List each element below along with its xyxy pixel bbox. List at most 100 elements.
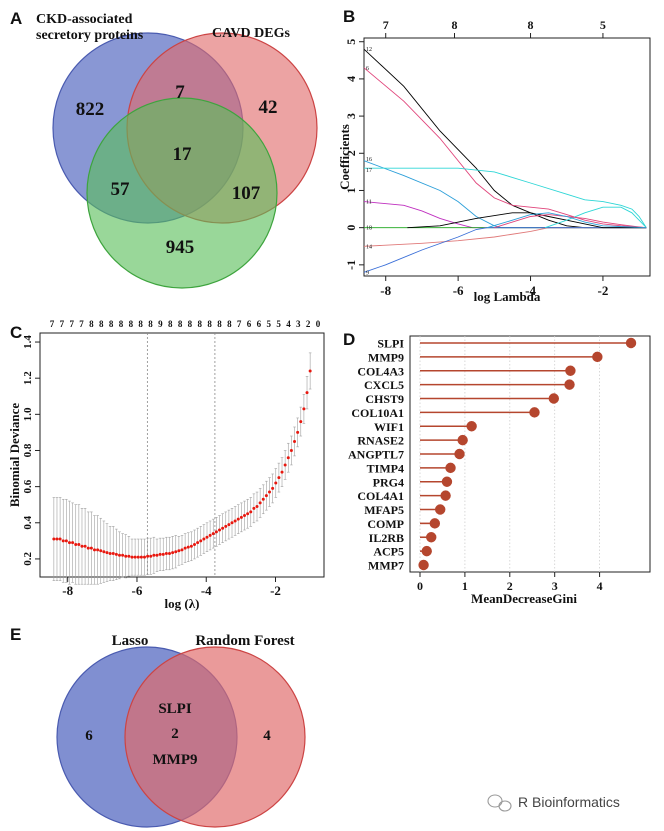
plot-d-dot-COL4A1 xyxy=(440,490,451,501)
plot-c-top-label: 8 xyxy=(188,319,193,329)
plot-c-top-label: 9 xyxy=(158,319,163,329)
plot-c-point xyxy=(289,448,293,452)
plot-d-dot-MMP9 xyxy=(592,351,603,363)
plot-c-point xyxy=(227,523,231,527)
plot-c-point xyxy=(89,546,93,550)
plot-c-point xyxy=(80,544,84,548)
plot-b-x-tick-label: -8 xyxy=(380,283,391,298)
plot-c-x-tick-label: -2 xyxy=(270,583,281,598)
plot-c-point xyxy=(67,541,71,545)
plot-c-point xyxy=(274,481,278,485)
plot-c-top-label: 8 xyxy=(99,319,104,329)
plot-b-y-tick-label: 1 xyxy=(344,187,358,193)
plot-d-category-label: COL10A1 xyxy=(351,406,404,420)
plot-b-series-9 xyxy=(363,227,647,273)
plot-d-dot-CXCL5 xyxy=(564,379,575,390)
plot-c-points xyxy=(52,352,312,585)
plot-d-category-label: MMP9 xyxy=(368,350,404,364)
plot-c-point xyxy=(164,552,168,556)
plot-c-top-label: 8 xyxy=(217,319,222,329)
plot-c-point xyxy=(305,391,309,395)
plot-d-dot-COL4A3 xyxy=(565,365,576,376)
plot-c-top-label: 7 xyxy=(50,319,55,329)
plot-c-point xyxy=(158,552,162,556)
plot-c-y-tick-label: 1.0 xyxy=(22,407,34,421)
plot-b-top-axis: 7 8 8 5 xyxy=(383,18,606,38)
venn-a: CKD-associated secretory proteins CAVD D… xyxy=(36,12,318,289)
venn-a-count-ckd-degs: 7 xyxy=(175,82,185,103)
plot-c-point xyxy=(286,456,290,460)
plot-d-category-label: COMP xyxy=(367,517,404,531)
plot-c-top-label: 8 xyxy=(89,319,94,329)
plot-c-point xyxy=(280,470,284,474)
plot-c-point xyxy=(277,476,281,480)
plot-c-point xyxy=(271,486,275,490)
plot-c-point xyxy=(236,517,240,521)
plot-c-point xyxy=(218,528,222,532)
plot-d-category-label: COL4A3 xyxy=(357,364,404,378)
plot-d-x-tick-label: 2 xyxy=(507,579,513,593)
plot-d-dot-CHST9 xyxy=(548,393,559,404)
watermark-text: R Bioinformatics xyxy=(518,794,620,810)
plot-d-dot-ANGPTL7 xyxy=(454,448,465,460)
plot-d-category-label: MFAP5 xyxy=(364,503,404,517)
plot-c-top-label: 8 xyxy=(109,319,114,329)
plot-c-top-label: 8 xyxy=(138,319,143,329)
plot-c-point xyxy=(124,554,128,558)
plot-c-point xyxy=(243,514,247,518)
plot-b-series-c9 xyxy=(407,212,647,229)
plot-c-point xyxy=(193,542,197,546)
plot-c-point xyxy=(152,553,156,557)
plot-d-x-tick-label: 0 xyxy=(417,579,423,593)
plot-b-series xyxy=(363,48,647,273)
plot-b-line-label: 9 xyxy=(366,270,369,276)
plot-c-top-label: 8 xyxy=(168,319,173,329)
plot-c-top-label: 8 xyxy=(198,319,203,329)
plot-c-y-tick-label: 1.4 xyxy=(22,335,34,349)
plot-c-point xyxy=(71,541,75,545)
plot-d-x-label: MeanDecreaseGini xyxy=(471,591,577,606)
plot-d-x-tick-label: 3 xyxy=(552,579,558,593)
plot-c-point xyxy=(83,544,87,548)
plot-c-point xyxy=(246,512,250,516)
plot-c-top-label: 8 xyxy=(178,319,183,329)
plot-c-point xyxy=(174,550,178,554)
plot-c-point xyxy=(121,553,125,557)
plot-c-point xyxy=(61,539,65,543)
plot-c-point xyxy=(96,548,100,552)
plot-c-top-label: 8 xyxy=(148,319,153,329)
wechat-icon xyxy=(487,794,512,812)
plot-d-category-label: CXCL5 xyxy=(364,378,404,392)
plot-c-y-tick-label: 0.2 xyxy=(22,552,34,566)
plot-c-point xyxy=(171,551,175,555)
random-forest-importance-plot: SLPIMMP9COL4A3CXCL5CHST9COL10A1WIF1RNASE… xyxy=(348,335,651,606)
plot-b-line-label: 12 xyxy=(366,47,372,53)
plot-c-point xyxy=(214,530,218,534)
plot-c-point xyxy=(77,542,81,546)
plot-b-series-c11 xyxy=(494,214,647,229)
plot-b-line-label: 17 xyxy=(366,168,372,174)
plot-d-category-label: TIMP4 xyxy=(367,461,404,475)
plot-c-top-label: 3 xyxy=(296,319,301,329)
plot-c-top-label: 2 xyxy=(306,319,311,329)
plot-c-point xyxy=(293,439,297,443)
venn-a-count-degs-only: 42 xyxy=(259,97,278,118)
plot-c-point xyxy=(283,463,287,467)
panel-letter-a: A xyxy=(10,9,22,28)
plot-c-point xyxy=(221,526,225,530)
plot-b-x-tick-label: -4 xyxy=(525,283,536,298)
plot-c-top-label: 7 xyxy=(60,319,65,329)
plot-c-point xyxy=(52,537,56,541)
plot-c-point xyxy=(99,549,103,553)
plot-c-point xyxy=(55,537,59,541)
plot-c-point xyxy=(183,546,187,550)
plot-c-top-label: 0 xyxy=(316,319,321,329)
plot-c-top-label: 6 xyxy=(257,319,262,329)
venn-a-circle-modules xyxy=(86,97,278,289)
plot-c-top-label: 7 xyxy=(237,319,242,329)
plot-c-point xyxy=(92,548,96,552)
venn-a-count-all: 17 xyxy=(173,144,193,165)
plot-b-line-label: 16 xyxy=(366,157,372,163)
plot-c-x-label: log (λ) xyxy=(165,596,200,611)
